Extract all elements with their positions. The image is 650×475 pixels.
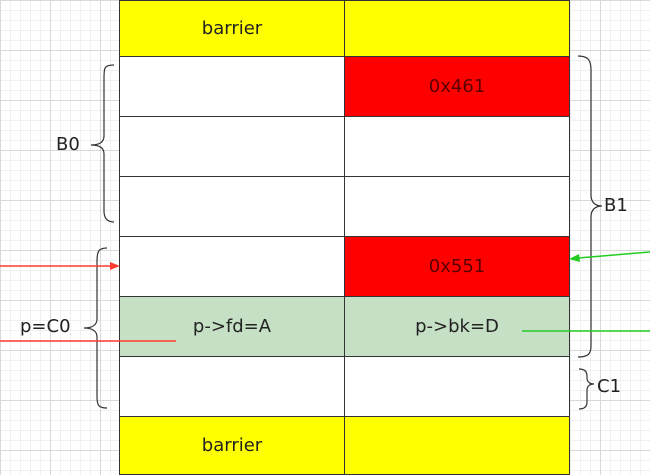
memory-cell-r3-left [119, 176, 345, 237]
memory-cell-r3-right [344, 176, 570, 237]
memory-cell-r4-right: 0x551 [344, 236, 570, 297]
c1-brace [578, 368, 595, 410]
c0-brace [83, 247, 108, 409]
red-arrow [0, 262, 120, 270]
green-arrowhead-icon [569, 254, 580, 262]
red-arrowhead-icon [110, 262, 120, 270]
b0-brace [90, 64, 115, 223]
memory-cell-r7-right [344, 416, 570, 475]
b0-label: B0 [56, 134, 80, 155]
c0-label: p=C0 [20, 316, 71, 337]
memory-cell-r0-left: barrier [119, 0, 345, 57]
memory-cell-r7-left: barrier [119, 416, 345, 475]
memory-cell-r4-left [119, 236, 345, 297]
b1-label: B1 [604, 195, 628, 216]
c1-label: C1 [597, 376, 622, 397]
memory-cell-r6-right [344, 356, 570, 417]
green-arrow [569, 251, 650, 262]
memory-cell-r1-right: 0x461 [344, 56, 570, 117]
b1-brace [577, 55, 603, 358]
memory-cell-r5-right: p->bk=D [344, 296, 570, 357]
